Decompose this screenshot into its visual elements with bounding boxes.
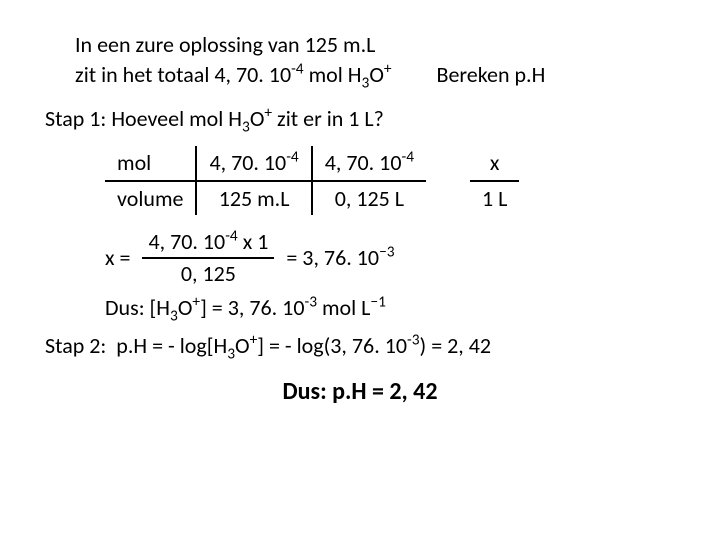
step1-qa: Hoeveel mol H xyxy=(111,105,242,132)
final-answer: Dus: p.H = 2, 42 xyxy=(45,376,675,408)
c1aexp: -4 xyxy=(286,148,299,167)
step1-qb: O xyxy=(250,105,265,132)
th-vol: volume xyxy=(105,181,196,216)
dus1-d: mol L xyxy=(317,294,370,321)
dus1-b: O xyxy=(178,294,193,321)
step2-exp: -3 xyxy=(407,330,420,349)
dus1-c: ] = 3, 76. 10 xyxy=(200,294,304,321)
c1a: 4, 70. 10 xyxy=(209,149,286,176)
given-line1: In een zure oplossing van 125 m.L xyxy=(75,30,675,60)
dus1: Dus: [H3O+] = 3, 76. 10-3 mol L−1 xyxy=(105,293,675,323)
c3a: x xyxy=(470,146,519,181)
step2-line: Stap 2: p.H = - log[H3O+] = - log(3, 76.… xyxy=(45,331,675,361)
step2-d: ) = 2, 42 xyxy=(420,332,492,359)
c2a: 4, 70. 10 xyxy=(325,149,402,176)
given-block: In een zure oplossing van 125 m.L zit in… xyxy=(75,30,675,89)
num-exp: -4 xyxy=(225,227,238,246)
c2b: 0, 125 L xyxy=(312,181,426,216)
c1b: 125 m.L xyxy=(196,181,311,216)
c2aexp: -4 xyxy=(401,148,414,167)
num-a: 4, 70. 10 xyxy=(148,228,225,255)
given-l2b: mol H xyxy=(304,61,362,88)
step1-line: Stap 1: Hoeveel mol H3O+ zit er in 1 L? xyxy=(45,104,675,134)
given-l2sup2: + xyxy=(384,59,392,78)
step1-label: Stap 1: xyxy=(45,105,106,132)
given-l2a: zit in het totaal 4, 70. 10 xyxy=(75,61,291,88)
step2-b: O xyxy=(235,332,250,359)
den: 0, 125 xyxy=(142,259,274,289)
calc-eqexp: −3 xyxy=(379,243,394,262)
th-mol: mol xyxy=(105,146,196,181)
dus1-a: Dus: [H xyxy=(105,294,170,321)
step2-a: p.H = - log[H xyxy=(116,332,227,359)
xeq: x = xyxy=(105,243,130,273)
step1-qc: zit er in 1 L? xyxy=(272,105,384,132)
dus1-exp2: −1 xyxy=(370,292,385,311)
step1-qsub: 3 xyxy=(242,118,250,137)
ratio-table-area: mol 4, 70. 10-4 4, 70. 10-4 x volume 125… xyxy=(105,146,675,215)
given-l2c: O xyxy=(369,61,384,88)
dus1-sup: + xyxy=(192,292,200,311)
calc-eq: = 3, 76. 10 xyxy=(286,244,379,271)
ratio-table: mol 4, 70. 10-4 4, 70. 10-4 x volume 125… xyxy=(105,146,519,215)
given-l2end: Bereken p.H xyxy=(422,60,546,90)
slide: In een zure oplossing van 125 m.L zit in… xyxy=(0,0,720,439)
given-line2: zit in het totaal 4, 70. 10-4 mol H3O+ B… xyxy=(75,60,545,90)
step2-c: ] = - log(3, 76. 10 xyxy=(257,332,407,359)
fraction: 4, 70. 10-4 x 1 0, 125 xyxy=(142,227,274,288)
num-b: x 1 xyxy=(238,228,269,255)
dus1-sub: 3 xyxy=(170,306,178,325)
step2-label: Stap 2: xyxy=(45,332,106,359)
c3b: 1 L xyxy=(470,181,519,216)
dus1-exp: -3 xyxy=(304,292,317,311)
step2-sub: 3 xyxy=(227,344,235,363)
step1-qsup: + xyxy=(264,104,272,123)
calc-line: x = 4, 70. 10-4 x 1 0, 125 = 3, 76. 10−3 xyxy=(105,227,675,288)
given-l2exp: -4 xyxy=(291,59,304,78)
